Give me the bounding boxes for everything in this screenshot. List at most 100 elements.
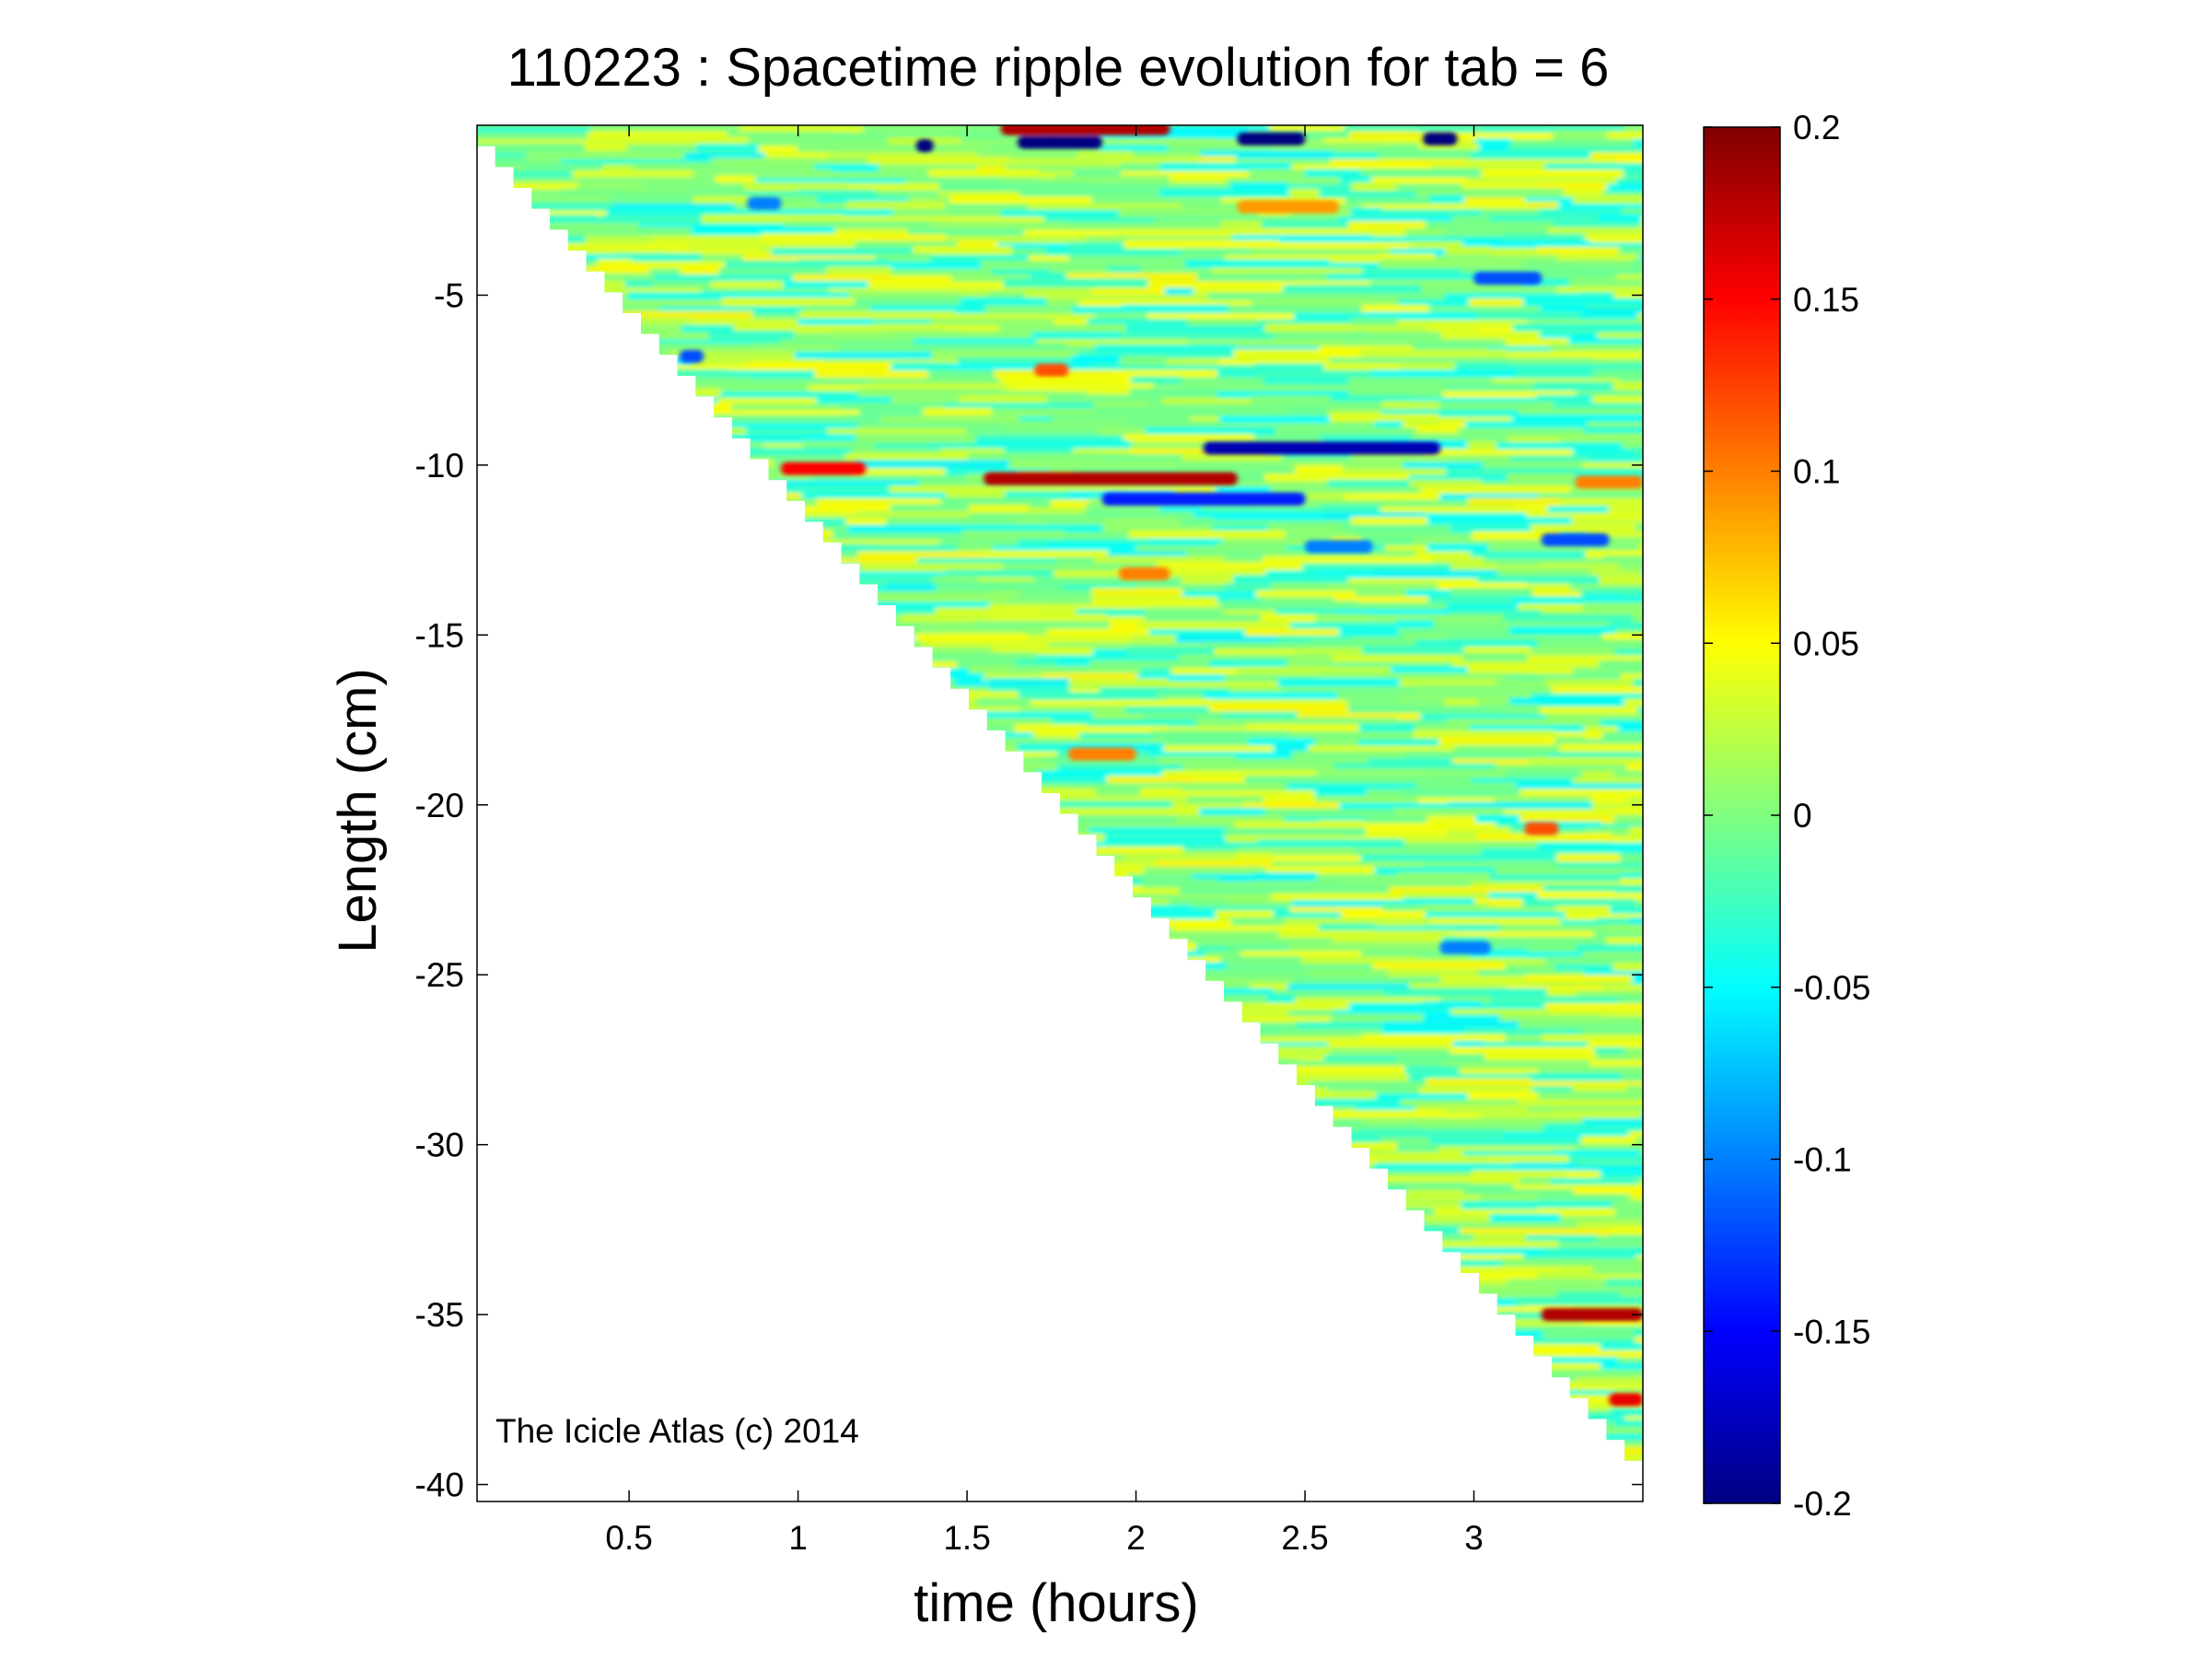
- heatmap-cell: [1598, 333, 1643, 342]
- colorbar-tick-label: -0.2: [1793, 1485, 1852, 1523]
- heatmap-cell: [652, 280, 712, 289]
- heatmap-cell: [1628, 1130, 1643, 1139]
- heatmap-cell: [1094, 344, 1237, 353]
- heatmap-cell: [631, 744, 660, 754]
- heatmap-cell: [1318, 923, 1376, 932]
- heatmap-cell: [1565, 913, 1643, 922]
- heatmap-cell: [1004, 448, 1074, 457]
- heatmap-cell: [1403, 499, 1468, 508]
- heatmap-cell: [526, 1100, 599, 1109]
- heatmap-cell: [477, 259, 598, 268]
- heatmap-cell: [1131, 376, 1182, 385]
- heatmap-cell: [1559, 743, 1643, 753]
- heatmap-cell: [856, 510, 971, 520]
- heatmap-cell: [1428, 1138, 1581, 1147]
- heatmap-cell: [1491, 248, 1537, 257]
- heatmap-cell: [957, 543, 993, 552]
- heatmap-cell: [681, 536, 796, 545]
- heatmap-cell: [1347, 706, 1497, 715]
- heatmap-cell: [1474, 898, 1523, 907]
- heatmap-cell: [1018, 1265, 1103, 1274]
- heatmap-cell: [624, 279, 653, 288]
- heatmap-cell: [781, 918, 886, 928]
- heatmap-cell: [1629, 826, 1643, 835]
- heatmap-cell: [611, 1311, 726, 1320]
- heatmap-cell: [928, 442, 976, 451]
- heatmap-cell: [1333, 763, 1454, 772]
- heatmap-cell: [1608, 506, 1643, 515]
- heatmap-cell: [949, 821, 1019, 830]
- heatmap-cell: [676, 434, 809, 443]
- heatmap-cell: [477, 1222, 532, 1232]
- heatmap-cell: [575, 415, 700, 425]
- heatmap-cell: [1010, 665, 1141, 674]
- heatmap-cell: [1224, 583, 1272, 592]
- heatmap-cell: [792, 894, 914, 903]
- heatmap-cell: [1428, 306, 1541, 315]
- heatmap-cell: [1415, 639, 1538, 648]
- heatmap-cell: [1434, 1209, 1537, 1218]
- heatmap-cell: [1171, 1035, 1200, 1045]
- heatmap-cell: [1353, 847, 1482, 856]
- heatmap-cell: [1605, 1278, 1643, 1287]
- heatmap-cell: [1358, 294, 1445, 303]
- heatmap-cell: [837, 557, 917, 567]
- heatmap-cell: [1279, 1331, 1384, 1340]
- heatmap-cell: [718, 1402, 809, 1411]
- heatmap-cell: [687, 1182, 813, 1191]
- heatmap-cell: [785, 1190, 929, 1199]
- heatmap-cell: [1187, 319, 1259, 328]
- heatmap-cell: [1577, 1221, 1641, 1230]
- heatmap-cell: [870, 1408, 973, 1418]
- heatmap-cell: [1538, 1091, 1643, 1100]
- heatmap-cell: [1596, 1235, 1643, 1244]
- heatmap-cell: [770, 1214, 913, 1223]
- heatmap-cell: [477, 1355, 561, 1364]
- heatmap-cell: [996, 242, 1068, 251]
- heatmap-cell: [677, 571, 751, 580]
- heatmap-cell: [960, 524, 1103, 533]
- heatmap-feature: [1000, 125, 1170, 135]
- heatmap-cell: [1621, 1073, 1643, 1082]
- heatmap-cell: [1106, 615, 1145, 625]
- heatmap-cell: [1006, 964, 1127, 973]
- heatmap-cell: [477, 1020, 548, 1029]
- heatmap-cell: [1051, 268, 1107, 277]
- heatmap-cell: [1186, 796, 1263, 805]
- heatmap-cell: [892, 1421, 926, 1431]
- heatmap-cell: [1504, 809, 1616, 818]
- heatmap-cell: [1568, 338, 1643, 347]
- heatmap-cell: [1540, 305, 1587, 314]
- heatmap-cell: [1536, 246, 1620, 255]
- heatmap-cell: [1614, 1207, 1643, 1216]
- heatmap-cell: [1224, 1091, 1377, 1100]
- heatmap-cell: [588, 892, 688, 901]
- heatmap-cell: [1276, 1369, 1339, 1378]
- heatmap-cell: [1078, 732, 1152, 742]
- heatmap-cell: [1114, 1344, 1153, 1353]
- heatmap-cell: [1051, 1297, 1205, 1306]
- heatmap-cell: [1145, 426, 1275, 436]
- heatmap-cell: [1046, 394, 1162, 403]
- heatmap-cell: [477, 712, 574, 721]
- heatmap-cell: [848, 182, 939, 192]
- heatmap-cell: [1386, 1447, 1536, 1456]
- heatmap-cell: [856, 422, 1005, 431]
- heatmap-cell: [712, 655, 781, 664]
- heatmap-cell: [1610, 906, 1643, 916]
- heatmap-cell: [604, 1316, 672, 1326]
- heatmap-cell: [614, 757, 658, 766]
- heatmap-cell: [754, 1279, 796, 1288]
- heatmap-cell: [1481, 1194, 1538, 1203]
- heatmap-cell: [836, 1158, 893, 1167]
- heatmap-cell: [771, 686, 888, 695]
- heatmap-cell: [801, 847, 958, 857]
- heatmap-cell: [954, 681, 988, 690]
- heatmap-cell: [751, 337, 780, 346]
- heatmap-cell: [809, 1144, 927, 1153]
- heatmap-cell: [1374, 1490, 1435, 1499]
- heatmap-cell: [1396, 183, 1462, 193]
- heatmap-cell: [1272, 401, 1382, 410]
- heatmap-cell: [1396, 1143, 1438, 1152]
- heatmap-cell: [1076, 1078, 1149, 1087]
